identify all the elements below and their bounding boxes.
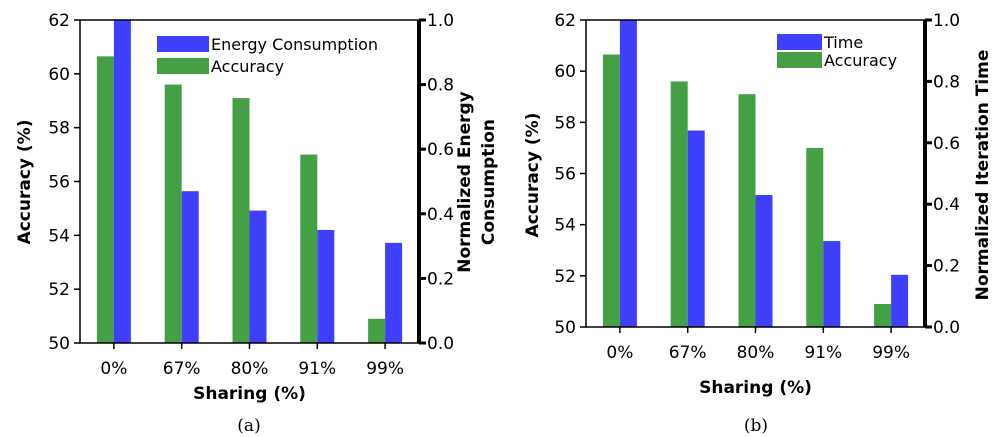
bar-time-4 <box>891 274 909 327</box>
bar-time-2 <box>755 194 773 327</box>
bar-accuracy-0 <box>96 56 114 344</box>
bar-energy-consumption-4 <box>385 242 403 343</box>
legend-label: Accuracy <box>824 51 897 70</box>
y-tick-label: 56 <box>554 165 576 185</box>
y-axis-label: Accuracy (%) <box>523 113 543 238</box>
y-tick-label: 56 <box>48 173 70 193</box>
legend-swatch <box>157 36 209 52</box>
y-axis-label: Accuracy (%) <box>15 120 35 245</box>
x-tick-label: 0% <box>606 343 633 363</box>
y-tick-label: 60 <box>48 65 70 85</box>
x-axis-label: Sharing (%) <box>699 378 812 398</box>
bar-accuracy-4 <box>874 303 892 327</box>
y-tick-label: 54 <box>48 226 70 246</box>
x-axis-label: Sharing (%) <box>193 384 306 404</box>
bar-time-0 <box>619 20 637 327</box>
y-tick-label: 62 <box>554 11 576 31</box>
bar-accuracy-3 <box>806 147 824 327</box>
y2-tick-label: 0.4 <box>933 195 960 215</box>
y2-tick-label: 0.2 <box>933 257 960 277</box>
y2-axis-label: Normalized Energy <box>455 91 475 273</box>
y2-tick-label: 0.2 <box>427 269 454 289</box>
y2-tick-label: 0.6 <box>427 140 454 160</box>
x-tick-label: 80% <box>737 343 775 363</box>
y2-tick-label: 0.0 <box>933 318 960 338</box>
legend-swatch <box>777 34 822 50</box>
bar-energy-consumption-1 <box>181 191 199 343</box>
y-tick-label: 50 <box>554 318 576 338</box>
x-tick-label: 0% <box>100 359 127 379</box>
y-tick-label: 52 <box>554 267 576 287</box>
bar-time-3 <box>823 241 841 327</box>
x-tick-label: 67% <box>163 359 201 379</box>
legend-label: Energy Consumption <box>211 35 378 54</box>
bar-accuracy-1 <box>670 81 688 328</box>
y2-tick-label: 1.0 <box>427 11 454 31</box>
x-tick-label: 80% <box>231 359 269 379</box>
y-tick-label: 58 <box>48 119 70 139</box>
x-tick-label: 91% <box>804 343 842 363</box>
y2-axis-label: Consumption <box>479 119 499 245</box>
y-tick-label: 62 <box>48 11 70 31</box>
bar-accuracy-4 <box>368 318 386 343</box>
bar-accuracy-0 <box>602 54 620 327</box>
y2-axis-label: Normalized Iteration Time <box>973 50 992 301</box>
bar-accuracy-2 <box>738 94 756 327</box>
x-tick-label: 91% <box>298 359 336 379</box>
bar-energy-consumption-2 <box>249 210 267 343</box>
y-tick-label: 58 <box>554 113 576 133</box>
y2-tick-label: 0.6 <box>933 134 960 154</box>
bar-accuracy-1 <box>164 84 182 343</box>
y2-tick-label: 0.8 <box>933 72 960 92</box>
y2-tick-label: 1.0 <box>933 11 960 31</box>
chart-b: 0% 67% 80% 91% 99% 50 52 54 56 58 60 62 0.0 0.2 0.4 0.6… <box>523 11 992 436</box>
x-tick-label: 99% <box>366 359 404 379</box>
y-tick-label: 50 <box>48 334 70 354</box>
x-tick-label: 67% <box>669 343 707 363</box>
y-tick-label: 52 <box>48 280 70 300</box>
x-tick-label: 99% <box>872 343 910 363</box>
bar-accuracy-3 <box>300 154 318 343</box>
y2-tick-label: 0.0 <box>427 334 454 354</box>
figure-caption: (a) <box>237 416 260 436</box>
bar-accuracy-2 <box>232 98 250 343</box>
figure-caption: (b) <box>744 416 768 436</box>
y-tick-label: 54 <box>554 216 576 236</box>
bar-time-1 <box>687 130 705 327</box>
y-tick-label: 60 <box>554 62 576 82</box>
legend-label: Accuracy <box>211 57 284 76</box>
legend-swatch <box>157 58 209 74</box>
y2-tick-label: 0.8 <box>427 76 454 96</box>
legend-label: Time <box>823 33 863 52</box>
bar-energy-consumption-3 <box>317 229 335 343</box>
legend-swatch <box>777 52 822 68</box>
chart-a: 0% 67% 80% 91% 99% 50 52 54 56 58 60 62 0.0 0.2 0.4 0.6… <box>15 11 499 436</box>
bar-energy-consumption-0 <box>113 20 131 343</box>
y2-tick-label: 0.4 <box>427 205 454 225</box>
